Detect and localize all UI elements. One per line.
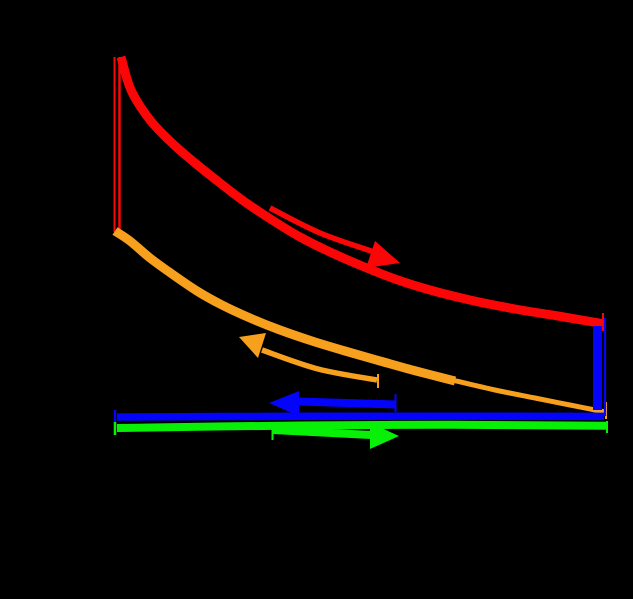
green-baseline-direction-arrow-head [370,423,399,449]
red-curve-direction-arrow-head [366,241,400,268]
red-curve-direction-arrow-shaft [268,205,375,255]
green-baseline-direction-arrow-shaft [272,426,372,439]
orange-curve-direction-arrow-head [239,333,266,358]
red-upper-curve [116,55,606,329]
orange-lower-curve-tail [451,377,606,415]
orange-lower-curve [112,227,457,386]
blue-baseline [116,412,605,421]
blue-baseline-direction-arrow-head [269,391,299,416]
orange-curve-direction-arrow-shaft [261,347,378,383]
blue-baseline-direction-arrow-shaft [297,397,397,409]
green-baseline [116,420,607,432]
